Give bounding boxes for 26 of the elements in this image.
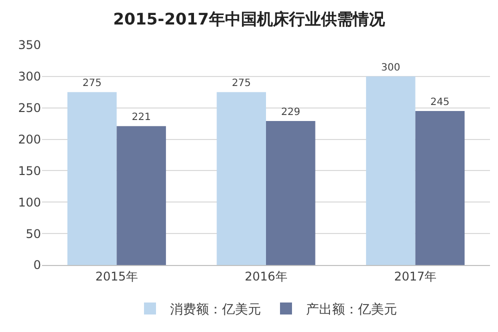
bar	[116, 126, 166, 265]
y-tick-label: 200	[18, 132, 41, 146]
y-tick-label: 150	[18, 164, 41, 178]
x-tick-label: 2016年	[244, 269, 288, 284]
y-tick-label: 300	[18, 70, 41, 84]
y-tick-label: 250	[18, 101, 41, 116]
data-label: 275	[82, 78, 102, 90]
y-tick-label: 350	[18, 38, 41, 52]
legend-label: 产出额：亿美元	[306, 302, 397, 318]
y-tick-label: 50	[26, 226, 41, 241]
data-label: 300	[381, 62, 400, 74]
x-tick-label: 2017年	[394, 269, 437, 284]
bar	[366, 76, 416, 265]
y-tick-label: 100	[18, 195, 41, 210]
bar	[415, 111, 465, 265]
bar	[67, 92, 117, 265]
y-tick-label: 0	[33, 258, 41, 272]
legend-label: 消费额：亿美元	[170, 302, 261, 318]
data-label: 275	[232, 78, 251, 90]
x-tick-label: 2015年	[95, 269, 138, 284]
data-label: 245	[430, 97, 450, 108]
bar	[266, 121, 316, 265]
data-label: 229	[281, 107, 300, 118]
bar	[216, 92, 266, 265]
data-label: 221	[132, 112, 151, 124]
chart-title: 2015-2017年中国机床行业供需情况	[113, 9, 386, 28]
